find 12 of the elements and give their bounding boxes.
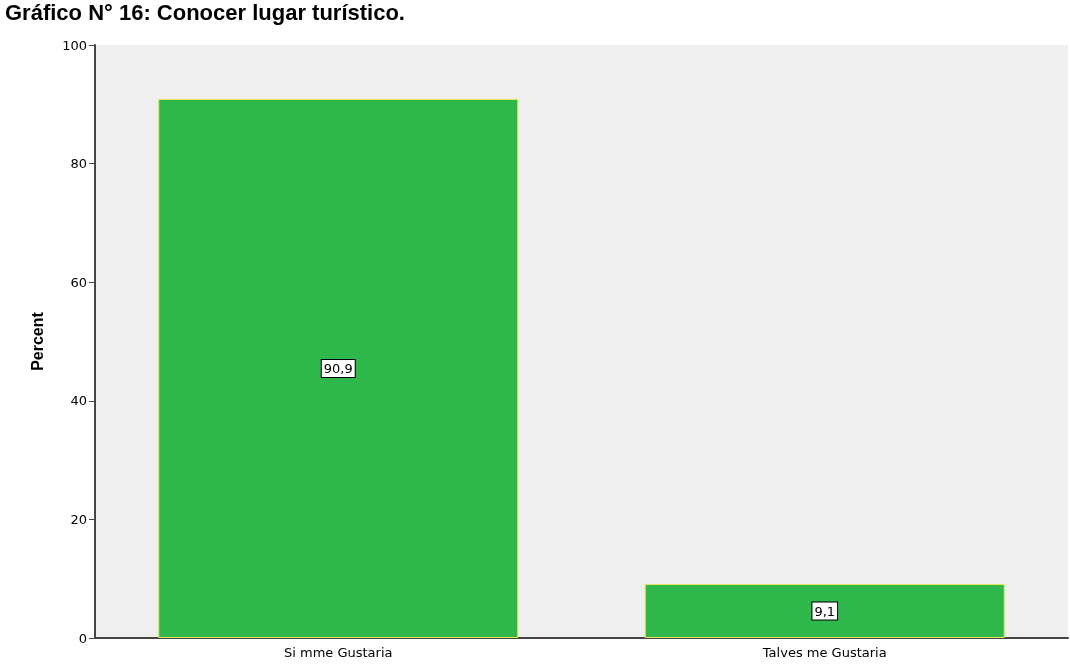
y-tick-label: 100: [62, 37, 87, 53]
data-label: 9,1: [814, 603, 836, 619]
chart-title: Gráfico N° 16: Conocer lugar turístico.: [5, 0, 405, 25]
data-label: 90,9: [323, 360, 353, 376]
y-tick-label: 80: [70, 156, 87, 172]
y-tick-label: 60: [70, 274, 87, 290]
y-tick-label: 40: [70, 393, 87, 409]
y-tick-label: 20: [70, 511, 87, 527]
x-tick-label: Talves me Gustaria: [761, 645, 887, 660]
y-tick-label: 0: [78, 630, 87, 646]
x-tick-label: Si mme Gustaria: [283, 645, 393, 660]
y-axis-title: Percent: [28, 311, 46, 371]
